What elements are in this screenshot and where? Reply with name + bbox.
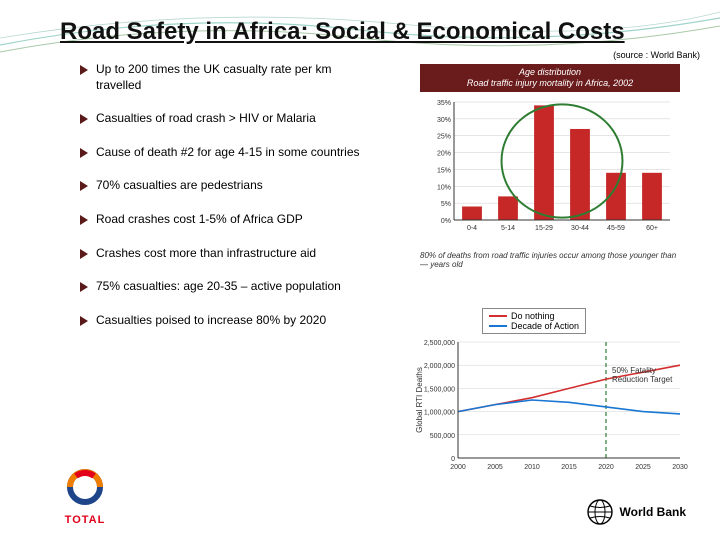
svg-text:2,000,000: 2,000,000 xyxy=(424,363,455,370)
total-logo-icon xyxy=(61,469,109,509)
svg-text:2025: 2025 xyxy=(635,464,651,471)
svg-text:45-59: 45-59 xyxy=(607,225,625,232)
bullet-item: Cause of death #2 for age 4-15 in some c… xyxy=(82,145,362,161)
legend-label-0: Do nothing xyxy=(511,311,555,321)
svg-text:2015: 2015 xyxy=(561,464,577,471)
bullet-item: Casualties of road crash > HIV or Malari… xyxy=(82,111,362,127)
world-bank-label: World Bank xyxy=(620,505,686,519)
chart1-header-line1: Age distribution xyxy=(424,67,676,78)
svg-text:Global RTI Deaths: Global RTI Deaths xyxy=(415,367,424,433)
svg-text:30%: 30% xyxy=(437,116,451,123)
projection-chart-panel: Do nothing Decade of Action 0 500,000 1,00… xyxy=(410,308,690,481)
bullet-item: Casualties poised to increase 80% by 202… xyxy=(82,313,362,329)
svg-text:1,500,000: 1,500,000 xyxy=(424,386,455,393)
svg-text:0%: 0% xyxy=(441,218,451,225)
chart2-legend: Do nothing Decade of Action xyxy=(482,308,586,334)
svg-text:2020: 2020 xyxy=(598,464,614,471)
svg-text:0: 0 xyxy=(451,456,455,463)
svg-text:2,500,000: 2,500,000 xyxy=(424,340,455,347)
svg-text:0-4: 0-4 xyxy=(467,225,477,232)
svg-text:30-44: 30-44 xyxy=(571,225,589,232)
source-attribution: (source : World Bank) xyxy=(613,50,700,60)
svg-text:15%: 15% xyxy=(437,167,451,174)
bullet-item: 75% casualties: age 20-35 – active popul… xyxy=(82,279,362,295)
world-bank-logo: World Bank xyxy=(586,498,686,526)
total-logo-label: TOTAL xyxy=(50,514,120,526)
chart1-header: Age distribution Road traffic injury mor… xyxy=(420,64,680,92)
svg-text:1,000,000: 1,000,000 xyxy=(424,410,455,417)
age-distribution-chart-panel: Age distribution Road traffic injury mor… xyxy=(420,64,680,270)
svg-text:5-14: 5-14 xyxy=(501,225,515,232)
total-logo: TOTAL xyxy=(50,469,120,526)
bullet-list: Up to 200 times the UK casualty rate per… xyxy=(82,62,362,346)
bullet-item: Up to 200 times the UK casualty rate per… xyxy=(82,62,362,93)
svg-text:20%: 20% xyxy=(437,150,451,157)
chart1-header-line2: Road traffic injury mortality in Africa,… xyxy=(424,78,676,89)
svg-text:2005: 2005 xyxy=(487,464,503,471)
svg-text:10%: 10% xyxy=(437,184,451,191)
bullet-item: Road crashes cost 1-5% of Africa GDP xyxy=(82,212,362,228)
bullet-item: 70% casualties are pedestrians xyxy=(82,178,362,194)
bullet-item: Crashes cost more than infrastructure ai… xyxy=(82,246,362,262)
svg-text:500,000: 500,000 xyxy=(430,433,455,440)
svg-text:15-29: 15-29 xyxy=(535,225,553,232)
projection-line-chart: 0 500,000 1,000,000 1,500,000 2,000,000 2,500… xyxy=(410,336,690,476)
svg-text:2030: 2030 xyxy=(672,464,688,471)
page-title: Road Safety in Africa: Social & Economic… xyxy=(60,18,625,46)
age-distribution-bar-chart: 0% 5% 10% 15% 20% 25% 30% 35% 0-4 5-14 15-29 30-44 4… xyxy=(420,92,680,242)
svg-text:2010: 2010 xyxy=(524,464,540,471)
svg-text:25%: 25% xyxy=(437,133,451,140)
svg-text:2000: 2000 xyxy=(450,464,466,471)
svg-text:5%: 5% xyxy=(441,201,451,208)
svg-text:35%: 35% xyxy=(437,100,451,107)
chart2-target-note: 50% Fatality Reduction Target xyxy=(612,366,682,384)
globe-icon xyxy=(586,498,614,526)
legend-label-1: Decade of Action xyxy=(511,321,579,331)
chart1-caption: 80% of deaths from road traffic injuries… xyxy=(420,251,680,270)
svg-text:60+: 60+ xyxy=(646,225,658,232)
